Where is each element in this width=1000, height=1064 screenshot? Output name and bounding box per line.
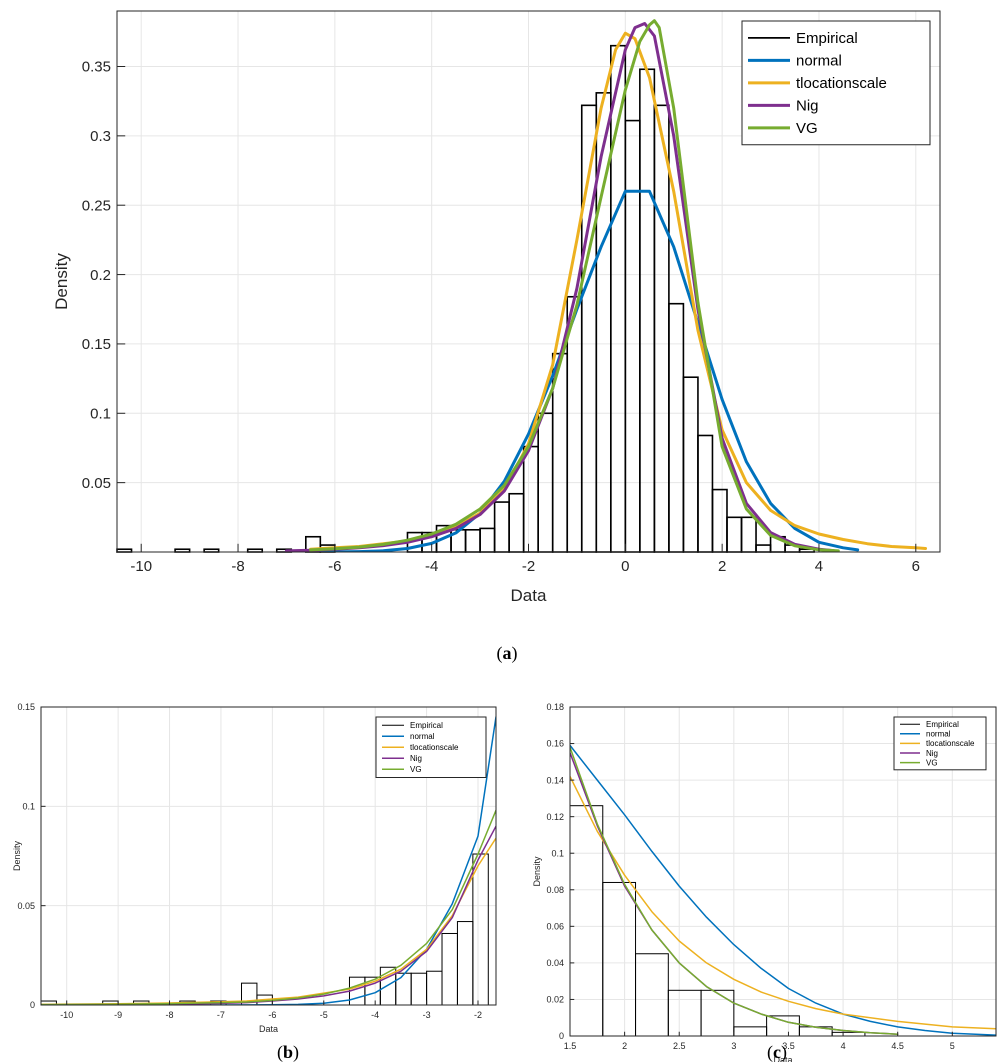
chart-c-xtick-label-3: 3 bbox=[731, 1041, 736, 1051]
chart-b-series-vg-line bbox=[41, 809, 496, 1005]
chart-c-ytick-label-6: 0.12 bbox=[546, 812, 564, 822]
chart-c-xtick-label-6: 4.5 bbox=[891, 1041, 904, 1051]
chart-a-legend-label-vg: VG bbox=[796, 120, 818, 137]
chart-c-ytick-label-8: 0.16 bbox=[546, 739, 564, 749]
chart-c-ytick-label-9: 0.18 bbox=[546, 702, 564, 712]
chart-b-ytick-label-3: 0.15 bbox=[17, 702, 35, 712]
chart-a-xtick-label-2: -6 bbox=[328, 558, 341, 575]
chart-c-xtick-label-5: 4 bbox=[841, 1041, 846, 1051]
chart-c-series-vg-line bbox=[570, 746, 899, 1035]
chart-c-xtick-label-7: 5 bbox=[950, 1041, 955, 1051]
chart-a-xtick-label-8: 6 bbox=[912, 558, 920, 575]
chart-a-xtick-label-1: -8 bbox=[231, 558, 244, 575]
chart-a-xtick-label-7: 4 bbox=[815, 558, 823, 575]
chart-b-ytick-label-2: 0.1 bbox=[22, 801, 35, 811]
chart-c-ytick-label-0: 0 bbox=[559, 1031, 564, 1041]
chart-c-ytick-label-7: 0.14 bbox=[546, 775, 564, 785]
chart-c: 1.5 2 2.5 3 3.5 4 4.5 5 0 0.02 0.04 0.06 0.08 0.1 0.12… bbox=[532, 702, 997, 1062]
chart-c-xtick-label-1: 2 bbox=[622, 1041, 627, 1051]
chart-b-ylabel: Density bbox=[12, 840, 22, 871]
chart-b-ytick-label-1: 0.05 bbox=[17, 901, 35, 911]
chart-b-legend-label-nig: Nig bbox=[410, 754, 422, 763]
chart-c-ytick-label-4: 0.08 bbox=[546, 885, 564, 895]
chart-c-legend-label-tlocationscale: tlocationscale bbox=[926, 739, 975, 748]
chart-b-xtick-label-4: -6 bbox=[268, 1010, 276, 1020]
chart-b-xtick-label-5: -5 bbox=[320, 1010, 328, 1020]
chart-b-legend-label-normal: normal bbox=[410, 732, 435, 741]
chart-a-ytick-label-3: 0.2 bbox=[90, 267, 111, 284]
chart-c-axes-box bbox=[569, 706, 997, 1037]
chart-a-legend-label-nig: Nig bbox=[796, 98, 819, 115]
chart-c-xtick-label-0: 1.5 bbox=[564, 1041, 577, 1051]
chart-a-xlabel: Data bbox=[511, 586, 547, 605]
chart-a-xtick-label-0: -10 bbox=[130, 558, 152, 575]
chart-b: -10 -9 -8 -7 -6 -5 -4 -3 -2 0 0.05 0.1 0.15 Data Densi… bbox=[12, 702, 497, 1034]
chart-b-xlabel: Data bbox=[259, 1024, 278, 1034]
chart-b-xtick-label-8: -2 bbox=[474, 1010, 482, 1020]
chart-b-xtick-label-2: -8 bbox=[166, 1010, 174, 1020]
chart-c-xlabel: Data bbox=[773, 1055, 792, 1062]
chart-c-ytick-label-1: 0.02 bbox=[546, 995, 564, 1005]
chart-c-series-normal-line bbox=[570, 744, 996, 1036]
chart-b-xtick-label-1: -9 bbox=[114, 1010, 122, 1020]
chart-b-ytick-label-0: 0 bbox=[30, 1000, 35, 1010]
chart-a-xtick-label-3: -4 bbox=[425, 558, 438, 575]
chart-c-legend-label-empirical: Empirical bbox=[926, 720, 959, 729]
chart-a-series-normal-line bbox=[309, 189, 860, 552]
chart-b-axes-box bbox=[40, 706, 497, 1006]
chart-b-legend-label-vg: VG bbox=[410, 765, 422, 774]
chart-c-legend-label-normal: normal bbox=[926, 730, 951, 739]
chart-a-ytick-label-4: 0.25 bbox=[82, 197, 111, 214]
chart-b-legend-label-empirical: Empirical bbox=[410, 721, 443, 730]
chart-a-legend-label-empirical: Empirical bbox=[796, 30, 858, 47]
chart-c-legend-label-vg: VG bbox=[926, 758, 938, 767]
caption-a: (a) bbox=[497, 643, 518, 664]
chart-b-xtick-label-3: -7 bbox=[217, 1010, 225, 1020]
chart-b-series-normal-line bbox=[41, 716, 496, 1005]
chart-a-ytick-label-6: 0.35 bbox=[82, 59, 111, 76]
chart-a: -10 -8 -6 -4 -2 0 2 4 6 0.05 0.1 0.15 0.2 0.25 0.3 0.35… bbox=[52, 10, 941, 605]
chart-b-xtick-label-0: -10 bbox=[60, 1010, 73, 1020]
chart-c-xtick-label-4: 3.5 bbox=[782, 1041, 795, 1051]
chart-a-xtick-label-6: 2 bbox=[718, 558, 726, 575]
chart-a-ytick-label-5: 0.3 bbox=[90, 128, 111, 145]
chart-a-legend-label-tlocationscale: tlocationscale bbox=[796, 75, 887, 92]
chart-c-ytick-label-2: 0.04 bbox=[546, 958, 564, 968]
chart-b-legend-label-tlocationscale: tlocationscale bbox=[410, 743, 459, 752]
chart-b-xtick-label-7: -3 bbox=[423, 1010, 431, 1020]
chart-c-ytick-label-3: 0.06 bbox=[546, 921, 564, 931]
chart-a-ylabel: Density bbox=[52, 253, 71, 310]
chart-a-xtick-label-5: 0 bbox=[621, 558, 629, 575]
chart-c-legend-label-nig: Nig bbox=[926, 749, 938, 758]
chart-c-series-tlocationscale-line bbox=[570, 775, 996, 1030]
chart-c-ytick-label-5: 0.1 bbox=[551, 848, 564, 858]
chart-c-ylabel: Density bbox=[532, 856, 542, 887]
chart-a-ytick-label-2: 0.15 bbox=[82, 336, 111, 353]
chart-a-ytick-label-1: 0.1 bbox=[90, 406, 111, 423]
chart-c-xtick-label-2: 2.5 bbox=[673, 1041, 686, 1051]
chart-a-legend-label-normal: normal bbox=[796, 53, 842, 70]
chart-a-ytick-label-0: 0.05 bbox=[82, 475, 111, 492]
chart-a-series-vg-line bbox=[309, 19, 840, 552]
chart-b-xtick-label-6: -4 bbox=[371, 1010, 379, 1020]
chart-a-xtick-label-4: -2 bbox=[522, 558, 535, 575]
